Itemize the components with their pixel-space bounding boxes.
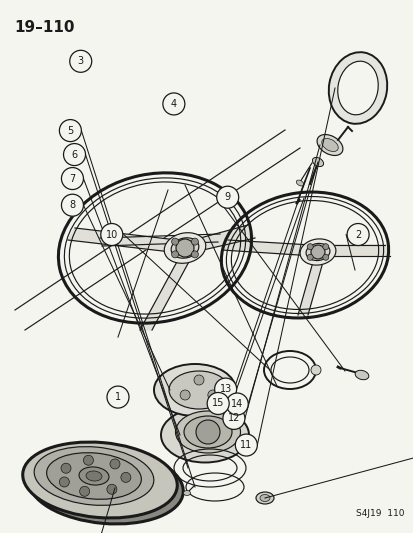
Polygon shape (68, 228, 180, 253)
Ellipse shape (154, 364, 235, 416)
Circle shape (162, 93, 185, 115)
Circle shape (225, 393, 248, 415)
Polygon shape (221, 240, 313, 256)
Circle shape (306, 244, 313, 249)
Ellipse shape (161, 408, 248, 463)
Circle shape (194, 375, 204, 385)
Circle shape (107, 484, 116, 494)
Circle shape (171, 238, 178, 245)
Ellipse shape (337, 61, 377, 115)
Circle shape (207, 390, 217, 400)
Circle shape (180, 390, 190, 400)
Ellipse shape (354, 370, 368, 379)
Circle shape (322, 244, 328, 249)
Text: 11: 11 (240, 440, 252, 450)
Circle shape (322, 254, 328, 260)
Ellipse shape (164, 233, 205, 263)
Ellipse shape (79, 467, 109, 485)
Text: 4: 4 (171, 99, 176, 109)
Text: 7: 7 (69, 174, 76, 183)
Ellipse shape (171, 238, 198, 258)
Text: 10: 10 (105, 230, 118, 239)
Circle shape (191, 238, 198, 245)
Circle shape (61, 167, 83, 190)
Text: 8: 8 (69, 200, 75, 210)
Ellipse shape (28, 448, 183, 524)
Circle shape (100, 223, 123, 246)
Text: 9: 9 (224, 192, 230, 202)
Circle shape (310, 245, 324, 259)
Ellipse shape (312, 157, 323, 167)
Circle shape (59, 119, 81, 142)
Circle shape (214, 378, 236, 400)
Circle shape (171, 251, 178, 258)
Ellipse shape (175, 411, 240, 453)
Ellipse shape (34, 447, 154, 505)
Ellipse shape (183, 416, 231, 448)
Text: 2: 2 (354, 230, 361, 239)
Circle shape (110, 459, 120, 469)
Circle shape (310, 365, 320, 375)
Text: S4J19  110: S4J19 110 (356, 509, 404, 518)
Ellipse shape (23, 442, 177, 518)
Ellipse shape (259, 495, 269, 502)
Ellipse shape (316, 134, 342, 156)
Ellipse shape (299, 239, 335, 265)
Text: 1: 1 (115, 392, 121, 402)
Circle shape (195, 420, 219, 444)
Circle shape (235, 434, 257, 456)
Polygon shape (321, 245, 389, 256)
Circle shape (107, 386, 129, 408)
Ellipse shape (328, 52, 386, 124)
Ellipse shape (47, 453, 141, 499)
Polygon shape (140, 258, 190, 330)
Circle shape (346, 223, 368, 246)
Circle shape (59, 477, 69, 487)
Text: 15: 15 (211, 399, 224, 408)
Circle shape (306, 254, 313, 260)
Ellipse shape (305, 244, 329, 261)
Circle shape (176, 239, 194, 257)
Circle shape (61, 194, 83, 216)
Polygon shape (190, 225, 254, 253)
Text: 12: 12 (227, 414, 240, 423)
Ellipse shape (356, 80, 374, 106)
Polygon shape (297, 262, 322, 315)
Circle shape (121, 472, 131, 482)
Ellipse shape (169, 371, 228, 409)
Text: 5: 5 (67, 126, 74, 135)
Text: 14: 14 (230, 399, 243, 409)
Circle shape (79, 486, 90, 496)
Circle shape (222, 407, 244, 430)
Text: 19–110: 19–110 (14, 20, 74, 35)
Ellipse shape (321, 139, 337, 151)
Circle shape (69, 50, 92, 72)
Circle shape (63, 143, 85, 166)
Circle shape (216, 186, 238, 208)
Ellipse shape (183, 490, 190, 496)
Text: 6: 6 (71, 150, 77, 159)
Circle shape (191, 251, 198, 258)
Ellipse shape (296, 180, 303, 186)
Ellipse shape (86, 471, 102, 481)
Ellipse shape (255, 492, 273, 504)
Circle shape (206, 392, 229, 415)
Text: 3: 3 (78, 56, 83, 66)
Circle shape (61, 463, 71, 473)
Text: 13: 13 (219, 384, 231, 394)
Circle shape (83, 455, 93, 465)
